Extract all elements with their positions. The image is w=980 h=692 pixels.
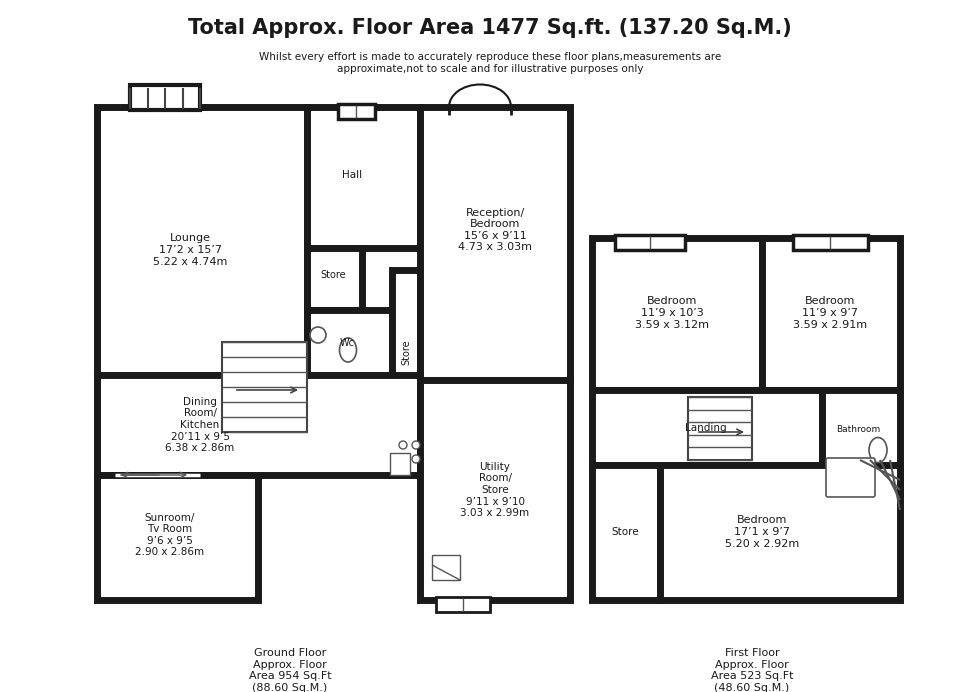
Polygon shape: [420, 380, 570, 600]
Polygon shape: [97, 107, 307, 375]
Text: Ground Floor
Approx. Floor
Area 954 Sq.Ft
(88.60 Sq.M.): Ground Floor Approx. Floor Area 954 Sq.F…: [249, 648, 331, 692]
Text: Bedroom
17’1 x 9’7
5.20 x 2.92m: Bedroom 17’1 x 9’7 5.20 x 2.92m: [725, 516, 799, 549]
Polygon shape: [592, 465, 660, 600]
Text: Reception/
Bedroom
15’6 x 9’11
4.73 x 3.03m: Reception/ Bedroom 15’6 x 9’11 4.73 x 3.…: [458, 208, 532, 253]
Polygon shape: [762, 238, 900, 390]
Text: Bathroom: Bathroom: [836, 426, 880, 435]
Polygon shape: [615, 235, 685, 250]
Polygon shape: [822, 390, 900, 493]
Ellipse shape: [339, 338, 357, 362]
FancyBboxPatch shape: [826, 458, 875, 497]
Text: Hall: Hall: [342, 170, 362, 180]
Polygon shape: [307, 248, 362, 310]
Text: Whilst every effort is made to accurately reproduce these floor plans,measuremen: Whilst every effort is made to accuratel…: [259, 52, 721, 73]
Polygon shape: [97, 475, 258, 600]
Text: Total Approx. Floor Area 1477 Sq.ft. (137.20 Sq.M.): Total Approx. Floor Area 1477 Sq.ft. (13…: [188, 18, 792, 38]
Polygon shape: [592, 238, 762, 390]
Polygon shape: [307, 310, 392, 375]
Polygon shape: [793, 235, 868, 250]
Circle shape: [399, 455, 407, 463]
Text: Utility
Room/
Store
9’11 x 9’10
3.03 x 2.99m: Utility Room/ Store 9’11 x 9’10 3.03 x 2…: [461, 462, 529, 518]
Ellipse shape: [869, 437, 887, 462]
Polygon shape: [338, 104, 375, 119]
Text: Bedroom
11’9 x 10’3
3.59 x 3.12m: Bedroom 11’9 x 10’3 3.59 x 3.12m: [635, 296, 709, 329]
Text: Store: Store: [612, 527, 639, 537]
Ellipse shape: [310, 327, 326, 343]
Text: Dining
Room/
Kitchen
20’11 x 9’5
6.38 x 2.86m: Dining Room/ Kitchen 20’11 x 9’5 6.38 x …: [166, 397, 234, 453]
Polygon shape: [222, 342, 307, 432]
Text: Landing: Landing: [685, 423, 727, 433]
Polygon shape: [660, 465, 900, 600]
Text: Store: Store: [320, 270, 346, 280]
Polygon shape: [436, 597, 490, 612]
Polygon shape: [307, 107, 420, 248]
Circle shape: [412, 455, 420, 463]
Text: Bedroom
11’9 x 9’7
3.59 x 2.91m: Bedroom 11’9 x 9’7 3.59 x 2.91m: [793, 296, 867, 329]
Text: Sunroom/
Tv Room
9’6 x 9’5
2.90 x 2.86m: Sunroom/ Tv Room 9’6 x 9’5 2.90 x 2.86m: [135, 513, 205, 557]
Circle shape: [399, 441, 407, 449]
Polygon shape: [688, 397, 752, 460]
Text: Store: Store: [401, 339, 411, 365]
Text: Lounge
17’2 x 15’7
5.22 x 4.74m: Lounge 17’2 x 15’7 5.22 x 4.74m: [153, 233, 227, 266]
Circle shape: [412, 441, 420, 449]
Polygon shape: [97, 375, 420, 475]
Text: First Floor
Approx. Floor
Area 523 Sq.Ft
(48.60 Sq.M.): First Floor Approx. Floor Area 523 Sq.Ft…: [710, 648, 793, 692]
Polygon shape: [130, 85, 200, 110]
Text: Wc: Wc: [339, 338, 355, 348]
Polygon shape: [420, 107, 570, 380]
Bar: [390, 453, 410, 475]
Polygon shape: [592, 390, 822, 465]
Polygon shape: [392, 270, 420, 440]
Bar: [432, 555, 460, 580]
